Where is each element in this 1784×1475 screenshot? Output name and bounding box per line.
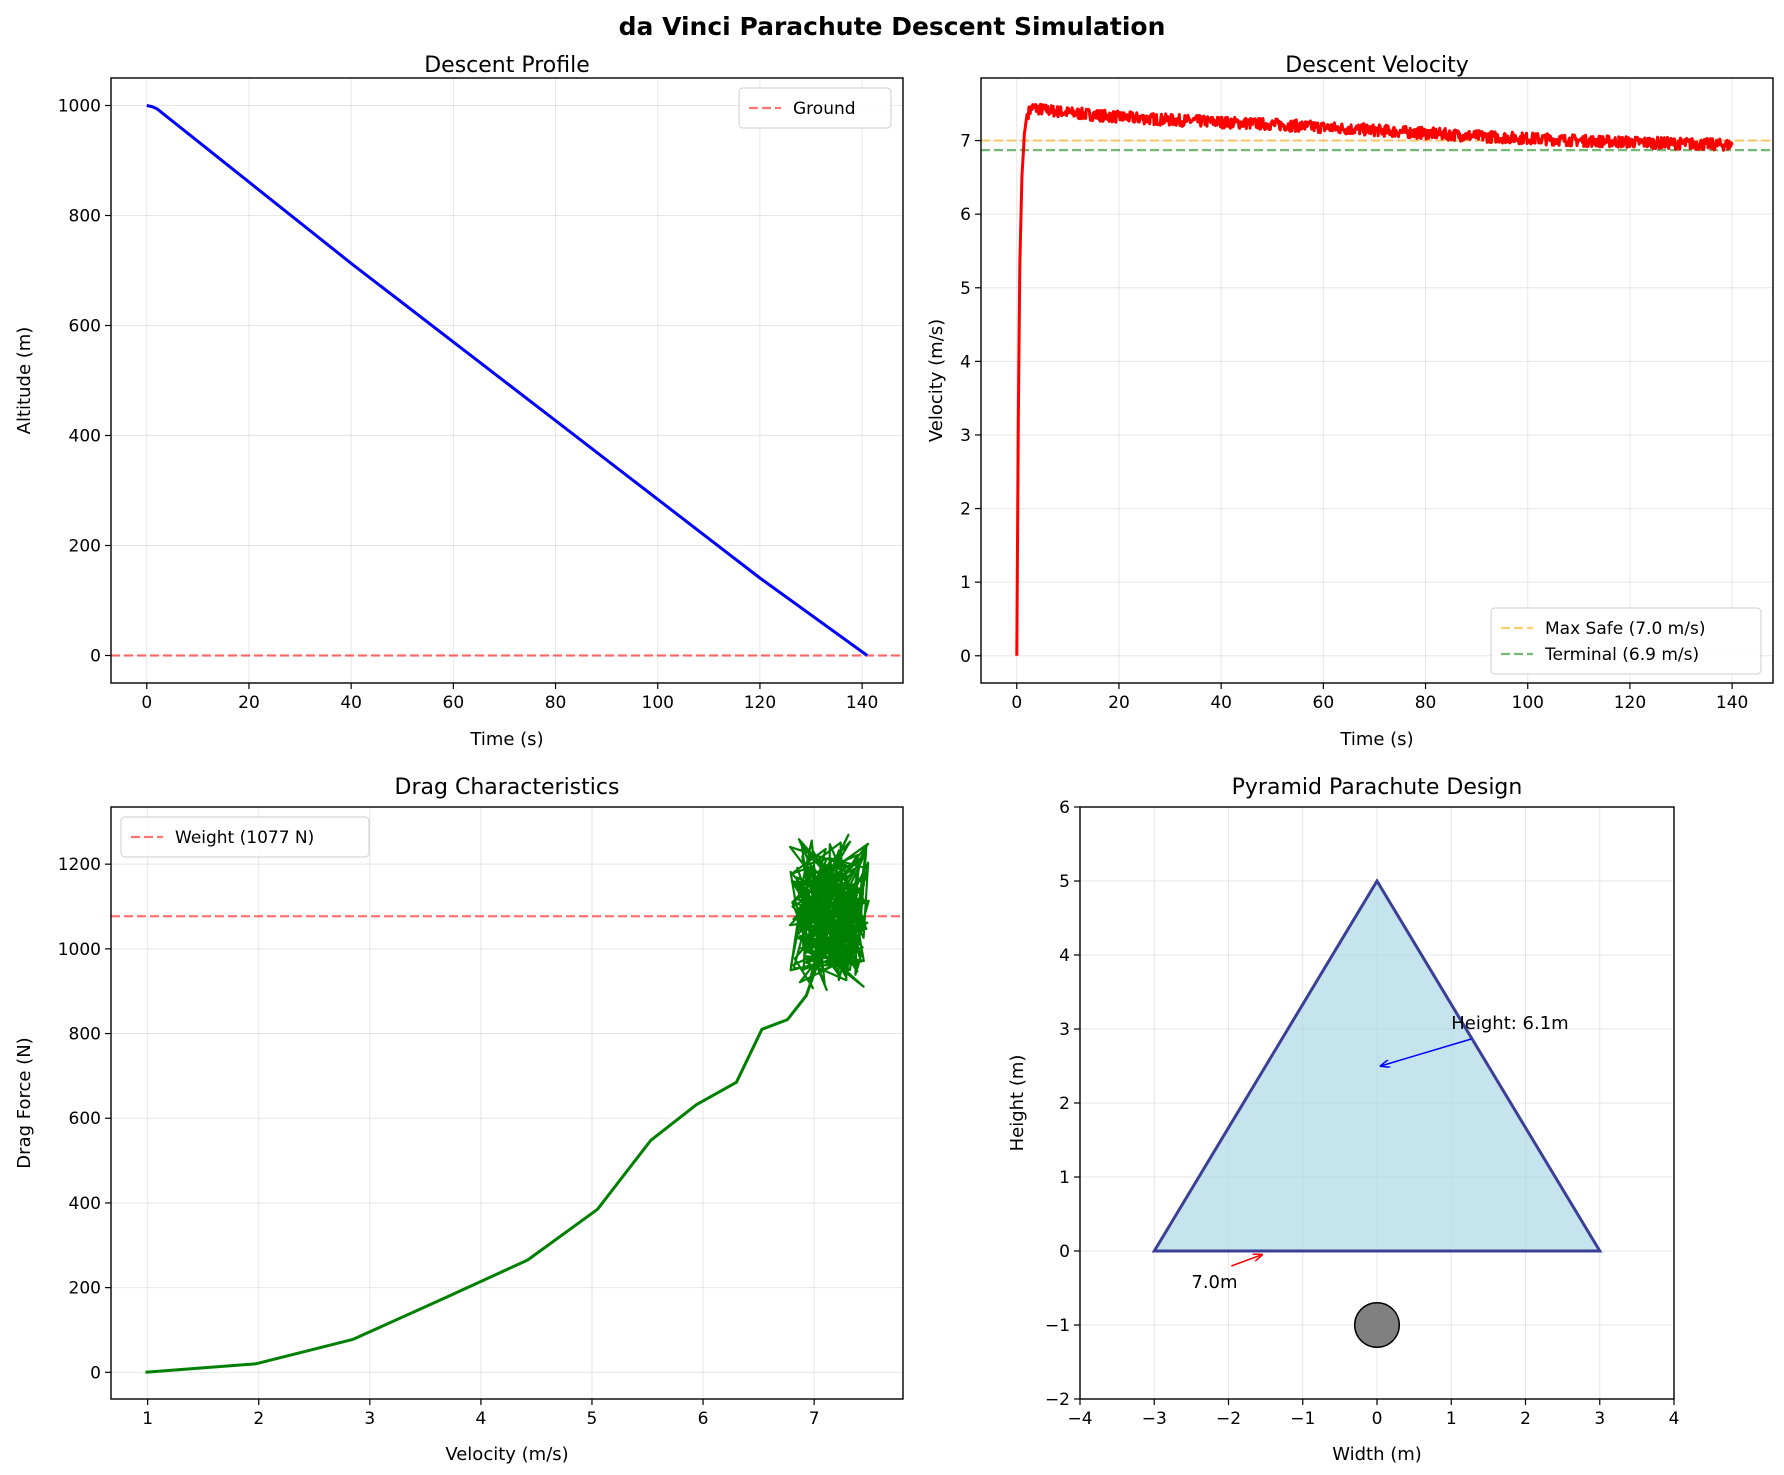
x-tick-label: 5 [587,1409,598,1429]
parachute-triangle [1151,878,1603,1253]
x-tick-label: 0 [141,693,152,713]
x-tick-label: 20 [1108,693,1130,713]
y-tick-label: 1200 [58,855,101,875]
x-tick-label: 80 [1415,693,1437,713]
y-tick-label: 5 [1059,872,1070,892]
legend-box [120,816,370,858]
annotation-arrow [1381,1038,1472,1066]
legend-label: Weight (1077 N) [175,828,314,848]
chart-title: Descent Profile [424,53,590,78]
x-axis-label: Width (m) [1332,1444,1422,1465]
y-tick-label: 400 [69,1194,101,1214]
panel-descent-profile: 0 20 40 60 80 100 120 140 0 200 400 600 800 1000 Desc… [14,53,904,750]
y-axis-label: Drag Force (N) [14,1037,35,1168]
y-axis-label: Velocity (m/s) [926,319,947,442]
chart-title: Pyramid Parachute Design [1232,775,1523,800]
x-tick-label: 0 [1011,693,1022,713]
x-tick-label: 1 [1446,1409,1457,1429]
series-line [1015,102,1734,656]
x-tick-label: 0 [1372,1409,1383,1429]
x-tick-label: 2 [253,1409,264,1429]
x-tick-label: −3 [1142,1409,1167,1429]
series-line [146,104,869,657]
x-tick-label: 40 [340,693,362,713]
y-axis-label: Altitude (m) [14,327,35,435]
annotation-label: 7.0m [1191,1272,1237,1293]
legend-label: Terminal (6.9 m/s) [1544,645,1699,665]
x-tick-label: 60 [1313,693,1335,713]
y-tick-label: 2 [1059,1094,1070,1114]
annotation-label: Height: 6.1m [1451,1013,1568,1034]
x-axis-label: Time (s) [1339,729,1413,750]
y-axis-label: Height (m) [1007,1055,1028,1152]
x-tick-label: 4 [1669,1409,1680,1429]
x-tick-label: 7 [809,1409,820,1429]
y-tick-label: −1 [1045,1316,1070,1336]
x-axis-label: Velocity (m/s) [445,1444,568,1465]
annotation-arrow [1231,1255,1262,1267]
oscillation-cluster [788,833,870,992]
y-tick-label: 1 [960,573,971,593]
x-tick-label: 40 [1210,693,1232,713]
x-tick-label: 6 [698,1409,709,1429]
y-tick-label: 4 [960,352,971,372]
x-tick-label: −4 [1067,1409,1092,1429]
x-tick-label: 3 [1594,1409,1605,1429]
y-tick-label: 6 [1059,798,1070,818]
x-tick-label: 3 [364,1409,375,1429]
panel-descent-velocity: 0 20 40 60 80 100 120 140 0 1 2 3 4 5 6 7 Descent Veloc… [926,53,1774,750]
figure-title: da Vinci Parachute Descent Simulation [619,12,1166,41]
payload-circle [1353,1301,1401,1349]
y-tick-label: 200 [69,537,101,557]
x-tick-label: 140 [846,693,878,713]
chart-title: Drag Characteristics [395,775,620,800]
legend-box [738,87,892,129]
x-tick-label: −1 [1290,1409,1315,1429]
x-tick-label: 100 [642,693,674,713]
legend-label: Ground [793,99,856,119]
y-tick-label: 3 [960,426,971,446]
y-tick-label: 600 [69,317,101,337]
y-tick-label: 0 [90,1363,101,1383]
x-tick-label: 100 [1512,693,1544,713]
x-tick-label: 2 [1520,1409,1531,1429]
x-tick-label: 140 [1716,693,1748,713]
y-tick-label: 0 [90,647,101,667]
legend-box [1490,607,1762,675]
x-tick-label: 120 [1614,693,1646,713]
y-tick-label: 2 [960,500,971,520]
y-tick-label: −2 [1045,1390,1070,1410]
x-tick-label: 20 [238,693,260,713]
y-tick-label: 5 [960,279,971,299]
x-tick-label: 120 [744,693,776,713]
series-line [145,956,822,1374]
y-tick-label: 200 [69,1279,101,1299]
y-tick-label: 3 [1059,1020,1070,1040]
legend-label: Max Safe (7.0 m/s) [1545,619,1705,639]
y-tick-label: 600 [69,1109,101,1129]
x-tick-label: −2 [1216,1409,1241,1429]
panel-pyramid-design: −4 −3 −2 −1 0 1 2 3 4 −2 −1 0 1 2 3 4 5 6 Pyramid Parachu… [1007,775,1679,1465]
y-tick-label: 800 [69,1025,101,1045]
panel-drag-characteristics: 1 2 3 4 5 6 7 0 200 400 600 800 1000 1200 Drag Charac… [14,775,904,1465]
x-tick-label: 80 [545,693,567,713]
y-tick-label: 800 [69,207,101,227]
y-tick-label: 0 [1059,1242,1070,1262]
x-tick-label: 60 [443,693,465,713]
y-tick-label: 1 [1059,1168,1070,1188]
x-tick-label: 1 [142,1409,153,1429]
y-tick-label: 1000 [58,940,101,960]
x-tick-label: 4 [475,1409,486,1429]
y-tick-label: 1000 [58,97,101,117]
y-tick-label: 4 [1059,946,1070,966]
y-tick-label: 6 [960,205,971,225]
y-tick-label: 7 [960,132,971,152]
chart-title: Descent Velocity [1285,53,1468,78]
y-tick-label: 400 [69,427,101,447]
x-axis-label: Time (s) [469,729,543,750]
y-tick-label: 0 [960,647,971,667]
